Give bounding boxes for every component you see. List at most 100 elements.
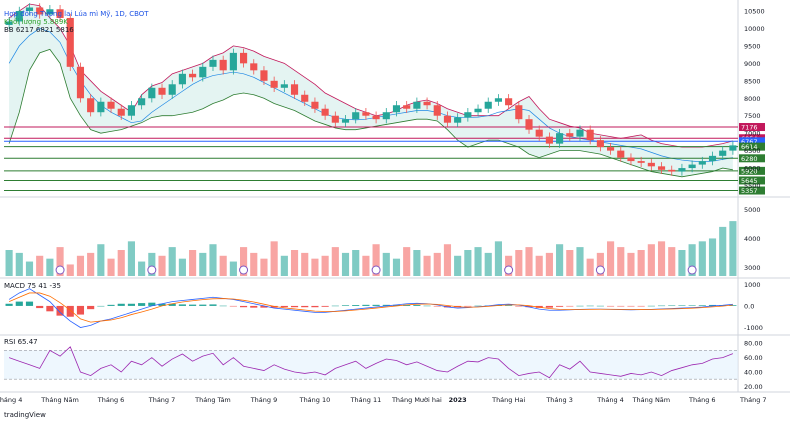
macd-histogram-bar — [199, 304, 207, 306]
candle-body — [229, 52, 237, 71]
level-label-text: 7176 — [741, 124, 758, 132]
macd-histogram-bar — [56, 305, 64, 316]
macd-histogram-bar — [15, 301, 23, 306]
macd-histogram-bar — [362, 304, 370, 306]
candle-body — [413, 101, 421, 109]
level-label-text: 6767 — [741, 138, 758, 146]
candle-body — [46, 9, 54, 15]
candle-body — [535, 129, 543, 137]
x-axis-label: Tháng 4 — [596, 396, 624, 404]
candle-body — [525, 119, 533, 130]
macd-histogram-bar — [688, 305, 696, 306]
candle-body — [576, 129, 584, 137]
bollinger-band-fill — [9, 4, 733, 177]
macd-histogram-bar — [127, 303, 135, 306]
volume-bar — [270, 241, 278, 276]
macd-histogram-bar — [627, 305, 635, 307]
macd-histogram-bar — [189, 304, 197, 306]
price-tick-label: 9000 — [744, 60, 761, 68]
candle-body — [87, 98, 95, 113]
level-label: 6767 — [739, 137, 765, 146]
candle-body — [719, 150, 727, 156]
volume-bar — [688, 244, 696, 276]
macd-histogram-bar — [209, 304, 217, 306]
macd-legend: MACD 75 41 -35 — [4, 282, 61, 290]
volume-tick-label: 5000 — [744, 206, 761, 214]
price-tick-label: 10000 — [744, 25, 765, 33]
macd-histogram-bar — [240, 305, 248, 308]
volume-bar — [321, 255, 329, 276]
volume-bar — [97, 244, 105, 276]
volume-bar — [158, 255, 166, 276]
candle-body — [260, 70, 268, 81]
volume-bar — [657, 241, 666, 276]
candle-body — [668, 169, 676, 172]
volume-bar — [627, 252, 635, 276]
candle-body — [209, 59, 217, 67]
volume-bar — [56, 247, 64, 276]
x-axis-label: 2023 — [449, 396, 467, 404]
candle-body — [199, 66, 207, 78]
volume-bar — [566, 250, 574, 276]
volume-bar — [199, 252, 207, 276]
level-label: 5645 — [739, 176, 765, 185]
macd-histogram-bar — [158, 303, 166, 306]
candle-body — [36, 7, 44, 15]
candle-body — [464, 112, 472, 118]
rsi-tick-label: 20.00 — [744, 383, 763, 391]
volume-bar — [647, 244, 655, 276]
volume-bar — [433, 252, 441, 276]
level-label-bg — [739, 123, 765, 132]
level-label-text: 5645 — [741, 177, 758, 185]
macd-histogram-bar — [331, 305, 339, 307]
price-tick-label: 8500 — [744, 77, 761, 85]
volume-bar — [413, 250, 421, 276]
volume-bar — [178, 258, 186, 276]
level-label: 5357 — [739, 186, 765, 195]
price-tick-label: 7000 — [744, 130, 761, 138]
volume-bar — [15, 252, 23, 276]
candle-body — [280, 84, 288, 88]
volume-bar — [240, 247, 248, 276]
volume-bar — [209, 244, 217, 276]
candle-body — [107, 101, 115, 109]
candle-body — [403, 105, 411, 109]
candle-body — [392, 105, 401, 113]
macd-histogram-bar — [5, 303, 13, 306]
macd-histogram-bar — [729, 305, 737, 306]
candle-body — [556, 133, 564, 144]
volume-bar — [454, 255, 462, 276]
macd-histogram-bar — [66, 305, 74, 317]
macd-histogram-bar — [117, 303, 125, 306]
macd-histogram-bar — [107, 304, 115, 306]
macd-histogram-bar — [433, 305, 441, 307]
volume-bar — [392, 258, 401, 276]
volume-bar — [474, 247, 482, 276]
macd-tick-label: -1000 — [744, 324, 763, 332]
candle-body — [505, 98, 513, 106]
volume-legend: Khối lượng 5.889K — [4, 18, 68, 26]
candle-body — [290, 84, 299, 95]
candle-body — [311, 101, 319, 109]
volume-bar — [260, 258, 268, 276]
macd-histogram-bar — [229, 305, 237, 307]
level-label: 5920 — [739, 166, 765, 175]
x-axis-label: Tháng 6 — [97, 396, 125, 404]
candle-body — [362, 112, 370, 116]
macd-histogram-bar — [372, 304, 380, 306]
volume-bar — [729, 221, 737, 276]
macd-histogram-bar — [668, 305, 676, 306]
macd-histogram-bar — [392, 304, 401, 306]
macd-histogram-bar — [250, 305, 258, 308]
volume-bar — [66, 264, 74, 276]
volume-bar — [341, 252, 350, 276]
bollinger-legend: BB 6217 6821 5816 — [4, 26, 74, 34]
volume-bar — [484, 252, 492, 276]
macd-histogram-bar — [270, 305, 278, 308]
x-axis-label: Tháng Mười hai — [391, 396, 442, 404]
x-axis-label: Tháng 9 — [250, 396, 278, 404]
event-marker-icon — [504, 265, 514, 275]
rsi-tick-label: 60.00 — [744, 354, 763, 362]
